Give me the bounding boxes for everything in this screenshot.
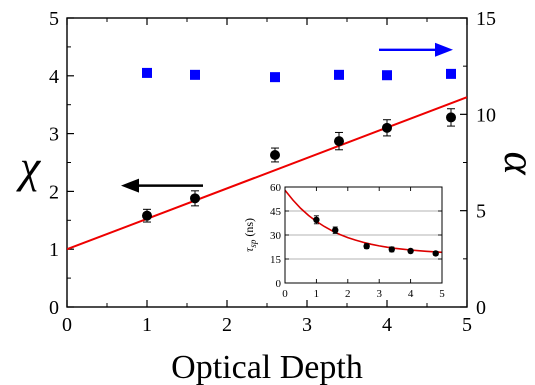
inset-x-tick-label: 1 — [314, 288, 320, 300]
alpha-point — [382, 70, 392, 81]
inset-y-tick-label: 60 — [270, 182, 282, 194]
y2-tick-label: 0 — [476, 297, 486, 319]
inset-y-tick-label: 0 — [276, 278, 282, 290]
chi-fit-line — [67, 96, 467, 251]
inset-point — [388, 246, 395, 253]
y2-axis-title: α — [495, 151, 535, 175]
chi-point — [142, 210, 152, 221]
inset-x-tick-label: 2 — [345, 288, 351, 300]
inset-y-axis-title: τsp (ns) — [242, 218, 258, 252]
inset-point — [332, 227, 339, 234]
inset-point — [363, 243, 370, 250]
inset-point — [407, 247, 414, 255]
y-tick-label: 0 — [49, 297, 59, 319]
y2-tick-label: 10 — [476, 104, 496, 126]
x-tick-label: 1 — [142, 314, 152, 336]
x-tick-label: 0 — [62, 314, 72, 336]
inset-y-title-sub: sp — [248, 239, 258, 248]
inset-y-tick-label: 30 — [270, 230, 282, 242]
x-axis-title: Optical Depth — [171, 349, 363, 385]
inset-y-title-unit: (ns) — [242, 218, 256, 240]
x-tick-label: 5 — [462, 314, 472, 336]
x-tick-label: 3 — [302, 314, 312, 336]
alpha-point — [270, 72, 280, 83]
inset-x-tick-label: 0 — [282, 288, 288, 300]
alpha-point — [190, 69, 200, 80]
inset-y-tick-label: 45 — [270, 206, 282, 218]
inset-point — [313, 216, 320, 223]
inset-data-group — [285, 189, 442, 257]
chi-point — [190, 193, 200, 204]
y2-tick-label: 15 — [476, 8, 496, 30]
inset-fit-curve — [285, 189, 442, 254]
chi-point — [334, 136, 344, 147]
y2-tick-label: 5 — [476, 201, 486, 223]
y-tick-label: 3 — [49, 124, 59, 146]
x-tick-label: 4 — [382, 314, 392, 336]
alpha-point — [446, 68, 456, 79]
inset-x-tick-label: 4 — [408, 288, 414, 300]
inset-x-tick-label: 3 — [376, 288, 382, 300]
alpha-point — [334, 69, 344, 80]
inset-point — [432, 250, 439, 257]
chi-point — [270, 149, 280, 160]
alpha-point — [142, 67, 152, 78]
inset-y-tick-label: 15 — [270, 254, 282, 266]
x-tick-label: 2 — [222, 314, 232, 336]
y-tick-label: 2 — [49, 181, 59, 203]
main-data-group — [67, 67, 467, 251]
chi-point — [446, 112, 456, 123]
inset-y-title-main: τ — [242, 247, 256, 252]
alpha-axis-arrow-head — [435, 42, 453, 57]
inset-x-tick-label: 5 — [439, 288, 445, 300]
y-tick-label: 4 — [49, 66, 59, 88]
y-axis-title: χ — [16, 141, 42, 192]
y-tick-label: 1 — [49, 239, 59, 261]
y-tick-label: 5 — [49, 8, 59, 30]
chi-point — [382, 122, 392, 133]
chi-axis-arrow-head — [121, 178, 139, 193]
